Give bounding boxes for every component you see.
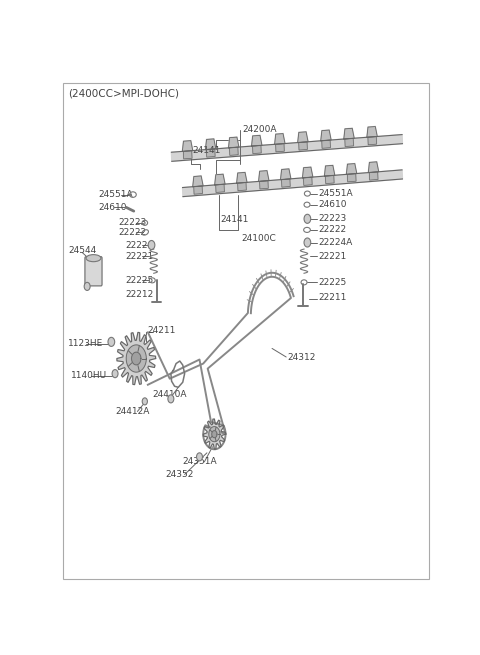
Polygon shape (324, 165, 335, 176)
Text: 24100C: 24100C (241, 234, 276, 243)
Polygon shape (302, 167, 313, 178)
Text: (2400CC>MPI-DOHC): (2400CC>MPI-DOHC) (68, 88, 179, 99)
Polygon shape (260, 181, 268, 189)
Ellipse shape (86, 255, 101, 262)
Polygon shape (215, 174, 225, 185)
Text: 22222: 22222 (319, 225, 347, 234)
Polygon shape (252, 136, 262, 146)
Text: 22221: 22221 (125, 252, 153, 261)
Text: 22212: 22212 (125, 290, 153, 299)
Polygon shape (206, 149, 215, 157)
Polygon shape (203, 419, 226, 449)
Polygon shape (344, 128, 354, 139)
Polygon shape (299, 142, 307, 150)
Circle shape (304, 214, 311, 223)
Polygon shape (182, 170, 402, 196)
Polygon shape (216, 184, 224, 193)
Text: 22225: 22225 (125, 276, 153, 285)
Text: 24141: 24141 (221, 215, 249, 224)
Circle shape (108, 337, 115, 346)
Circle shape (168, 395, 174, 403)
Polygon shape (229, 147, 238, 155)
Circle shape (142, 398, 147, 405)
Text: 1140HU: 1140HU (71, 371, 108, 380)
Polygon shape (347, 164, 357, 174)
Text: 24551A: 24551A (319, 189, 353, 198)
Text: 22224: 22224 (125, 240, 153, 250)
Polygon shape (259, 171, 269, 181)
Text: 22211: 22211 (319, 293, 347, 302)
Polygon shape (298, 132, 308, 143)
FancyBboxPatch shape (85, 257, 102, 286)
Text: 24351A: 24351A (182, 457, 216, 466)
Polygon shape (325, 176, 334, 183)
Polygon shape (368, 136, 376, 145)
Polygon shape (117, 332, 156, 384)
Polygon shape (205, 139, 216, 149)
Polygon shape (228, 137, 239, 148)
Text: 1123HE: 1123HE (68, 339, 103, 348)
Polygon shape (182, 141, 193, 151)
Polygon shape (348, 174, 356, 182)
Polygon shape (132, 352, 141, 365)
Polygon shape (280, 169, 291, 179)
Text: 24312: 24312 (288, 352, 316, 362)
Circle shape (84, 282, 90, 290)
Polygon shape (322, 140, 330, 148)
Polygon shape (194, 186, 203, 194)
Polygon shape (171, 134, 402, 161)
Text: 24412A: 24412A (115, 407, 149, 416)
Polygon shape (369, 172, 378, 180)
Text: 22221: 22221 (319, 252, 347, 261)
Polygon shape (193, 176, 203, 187)
Polygon shape (276, 143, 284, 152)
Text: 24610: 24610 (319, 200, 347, 209)
Circle shape (148, 240, 155, 250)
Text: 24410A: 24410A (152, 390, 187, 400)
Polygon shape (368, 162, 379, 173)
Text: 22225: 22225 (319, 278, 347, 287)
Text: 24200A: 24200A (242, 124, 277, 134)
Text: 22223: 22223 (119, 218, 147, 227)
Polygon shape (345, 138, 353, 147)
Polygon shape (303, 177, 312, 185)
Text: 24211: 24211 (147, 326, 176, 335)
Polygon shape (321, 130, 331, 141)
Polygon shape (367, 126, 377, 138)
Polygon shape (282, 179, 290, 187)
Polygon shape (126, 345, 146, 372)
Text: 24610: 24610 (98, 202, 126, 212)
Text: 24551A: 24551A (98, 190, 132, 199)
Polygon shape (252, 145, 261, 153)
Text: 22222: 22222 (119, 228, 147, 237)
Text: 22223: 22223 (319, 214, 347, 223)
Polygon shape (275, 134, 285, 144)
Polygon shape (238, 183, 246, 191)
Text: 24352: 24352 (165, 470, 193, 479)
Polygon shape (237, 172, 247, 183)
Polygon shape (212, 430, 217, 438)
Polygon shape (183, 151, 192, 159)
Text: 24141: 24141 (192, 145, 220, 155)
Circle shape (304, 238, 311, 247)
Text: 24544: 24544 (68, 246, 96, 255)
Circle shape (196, 453, 203, 461)
Polygon shape (209, 426, 220, 441)
Circle shape (112, 369, 118, 378)
Text: 22224A: 22224A (319, 238, 353, 247)
